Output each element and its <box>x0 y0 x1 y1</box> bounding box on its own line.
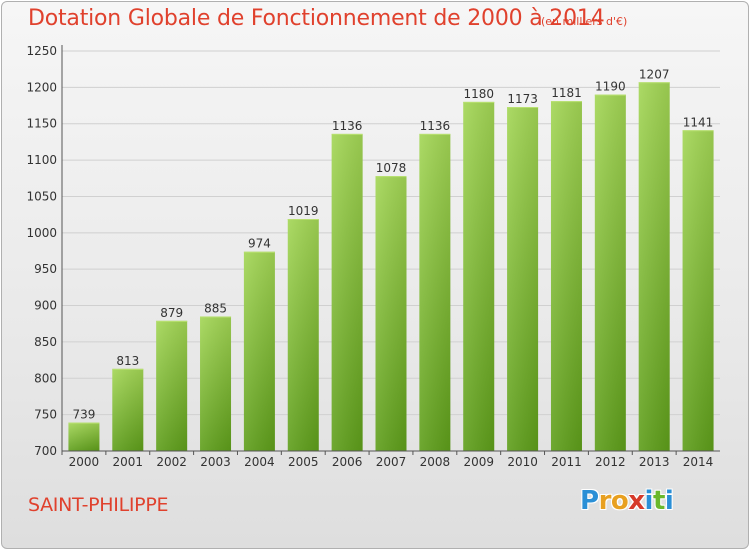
data-label: 1181 <box>551 86 582 100</box>
data-label: 1078 <box>376 161 407 175</box>
y-tick-label: 700 <box>34 444 57 458</box>
y-tick-label: 800 <box>34 371 57 385</box>
x-tick-label: 2010 <box>507 455 538 469</box>
logo-letter: t <box>652 486 665 516</box>
bar-shade <box>594 94 626 452</box>
data-label: 1136 <box>332 119 363 133</box>
y-tick-label: 1200 <box>26 80 57 94</box>
logo-letter: i <box>644 486 654 516</box>
bar-shade <box>507 107 539 451</box>
x-tick-label: 2003 <box>200 455 231 469</box>
y-tick-label: 750 <box>34 408 57 422</box>
bar-shade <box>550 101 582 451</box>
chart-subtitle: (en milliers d'€) <box>541 15 628 28</box>
bar-shade <box>682 130 714 452</box>
bar-shade <box>243 251 275 451</box>
data-label: 974 <box>248 237 271 251</box>
bar-shade <box>331 133 363 451</box>
commune-name: SAINT-PHILIPPE <box>28 494 169 516</box>
x-tick-label: 2012 <box>595 455 626 469</box>
bars <box>68 82 714 452</box>
axes: 700 750 800 850 900 950 1000 1050 1100 1150 1200 12… <box>26 44 720 469</box>
proxiti-logo: Proxiti <box>580 486 674 516</box>
bar-shade <box>287 219 319 451</box>
x-tick-label: 2009 <box>463 455 494 469</box>
x-tick-label: 2008 <box>420 455 451 469</box>
y-tick-label: 900 <box>34 299 57 313</box>
data-label: 1190 <box>595 80 626 94</box>
logo-letter: r <box>598 486 612 516</box>
data-label: 1207 <box>639 67 670 81</box>
chart-title: Dotation Globale de Fonctionnement de 20… <box>28 6 605 31</box>
bar-shade <box>638 82 670 451</box>
data-label: 1141 <box>683 115 714 129</box>
logo-letter: i <box>664 486 674 516</box>
x-tick-label: 2000 <box>69 455 100 469</box>
logo-letter: o <box>610 486 629 516</box>
x-tick-label: 2007 <box>376 455 407 469</box>
bar-shade <box>463 101 495 451</box>
data-label: 879 <box>160 306 183 320</box>
bar-shade <box>156 320 188 451</box>
y-tick-label: 1250 <box>26 44 57 58</box>
logo-letter: x <box>628 486 645 516</box>
data-label: 885 <box>204 301 227 315</box>
data-label: 1180 <box>463 87 494 101</box>
y-tick-label: 850 <box>34 335 57 349</box>
data-label: 1136 <box>420 119 451 133</box>
y-tick-label: 950 <box>34 262 57 276</box>
x-tick-label: 2006 <box>332 455 363 469</box>
x-tick-label: 2014 <box>683 455 714 469</box>
data-label: 813 <box>116 354 139 368</box>
bar-shade <box>68 422 100 451</box>
x-tick-label: 2004 <box>244 455 275 469</box>
data-label: 1173 <box>507 92 538 106</box>
y-tick-label: 1050 <box>26 189 57 203</box>
x-tick-label: 2013 <box>639 455 670 469</box>
y-tick-label: 1000 <box>26 226 57 240</box>
x-tick-label: 2001 <box>113 455 144 469</box>
y-tick-label: 1150 <box>26 117 57 131</box>
x-tick-label: 2002 <box>156 455 187 469</box>
x-tick-label: 2011 <box>551 455 582 469</box>
data-label: 1019 <box>288 204 319 218</box>
x-tick-label: 2005 <box>288 455 319 469</box>
bar-shade <box>375 176 407 451</box>
logo-letter: P <box>580 486 599 516</box>
bar-shade <box>419 133 451 451</box>
data-label: 739 <box>72 408 95 422</box>
bar-shade <box>200 316 232 451</box>
bar-shade <box>112 368 144 451</box>
y-tick-label: 1100 <box>26 153 57 167</box>
